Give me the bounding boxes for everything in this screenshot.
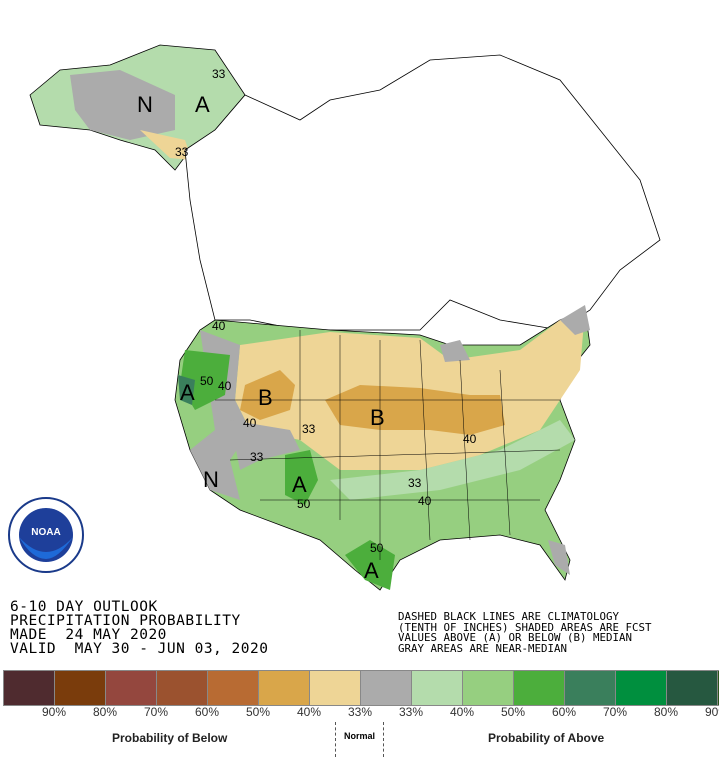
- legend-label: 90%: [704, 705, 719, 719]
- label-west-n: N: [203, 467, 219, 492]
- above-60-coast: [178, 375, 195, 405]
- legend-label: 80%: [92, 705, 118, 719]
- below-caption: Probability of Below: [112, 731, 228, 745]
- contour-label: 40: [218, 379, 232, 393]
- legend-label: 40%: [449, 705, 475, 719]
- legend-label: 40%: [296, 705, 322, 719]
- legend-label: 33%: [398, 705, 424, 719]
- alaska-below: [140, 130, 192, 160]
- noaa-logo: NOAA: [8, 497, 84, 573]
- above-50-tx: [345, 540, 395, 590]
- legend-label: 33%: [347, 705, 373, 719]
- contour-label: 33: [175, 145, 189, 159]
- state-lines: [215, 330, 561, 560]
- svg-text:NOAA: NOAA: [31, 527, 60, 538]
- normal-caption: Normal: [344, 731, 376, 741]
- probability-legend: [3, 670, 719, 706]
- legend-label: 60%: [551, 705, 577, 719]
- contour-label: 33: [250, 450, 264, 464]
- legend-swatch: [412, 671, 463, 705]
- contour-label: 40: [463, 432, 477, 446]
- gray-west-2: [230, 420, 300, 470]
- gray-mi: [440, 340, 470, 362]
- map-notes: DASHED BLACK LINES ARE CLIMATOLOGY (TENTH…: [398, 610, 652, 655]
- legend-swatch: [616, 671, 667, 705]
- contour-label: 50: [297, 497, 311, 511]
- legend-swatch: [55, 671, 106, 705]
- legend-swatch: [310, 671, 361, 705]
- canada-outline: [184, 54, 661, 331]
- label-ak-a: A: [195, 92, 210, 117]
- gray-west: [190, 330, 250, 500]
- legend-label: 90%: [41, 705, 67, 719]
- above-caption: Probability of Above: [488, 731, 605, 745]
- east-light-green: [330, 420, 575, 500]
- legend-label: 50%: [245, 705, 271, 719]
- legend-label: 70%: [602, 705, 628, 719]
- legend-swatch: [463, 671, 514, 705]
- gray-fl: [548, 540, 570, 575]
- contour-label: 50: [370, 541, 384, 555]
- legend-label: 80%: [653, 705, 679, 719]
- legend-swatch: [4, 671, 55, 705]
- legend-swatch: [106, 671, 157, 705]
- legend-swatch: [208, 671, 259, 705]
- below-40-nw: [240, 370, 295, 420]
- legend-swatch: [667, 671, 718, 705]
- legend-swatch: [157, 671, 208, 705]
- contour-label: 40: [243, 416, 257, 430]
- alaska-gray: [70, 70, 175, 140]
- contour-label: 40: [418, 494, 432, 508]
- legend-swatch: [514, 671, 565, 705]
- contour-label: 33: [212, 67, 226, 81]
- normal-divider: [383, 722, 384, 757]
- normal-divider: [335, 722, 336, 757]
- label-plains-b: B: [370, 405, 385, 430]
- precipitation-outlook-map: N A A N A A B B 33 33 40 50 40 33 50 33 …: [29, 44, 661, 591]
- contour-label: 33: [302, 422, 316, 436]
- legend-swatch: [565, 671, 616, 705]
- legend-swatch: [361, 671, 412, 705]
- legend-label: 60%: [194, 705, 220, 719]
- legend-label: 70%: [143, 705, 169, 719]
- gray-ne: [560, 305, 590, 335]
- contour-label: 33: [408, 476, 422, 490]
- contour-label: 50: [200, 374, 214, 388]
- above-50-sw: [285, 450, 318, 505]
- label-sw-a: A: [292, 472, 307, 497]
- label-ak-n: N: [137, 92, 153, 117]
- contour-label: 40: [212, 319, 226, 333]
- below-40-plains: [325, 385, 505, 435]
- label-nw-b: B: [258, 385, 273, 410]
- outlook-title: 6-10 DAY OUTLOOK PRECIPITATION PROBABILIT…: [10, 599, 269, 657]
- legend-swatch: [259, 671, 310, 705]
- legend-label: 50%: [500, 705, 526, 719]
- label-tx-a: A: [364, 558, 379, 583]
- label-west-a: A: [180, 380, 195, 405]
